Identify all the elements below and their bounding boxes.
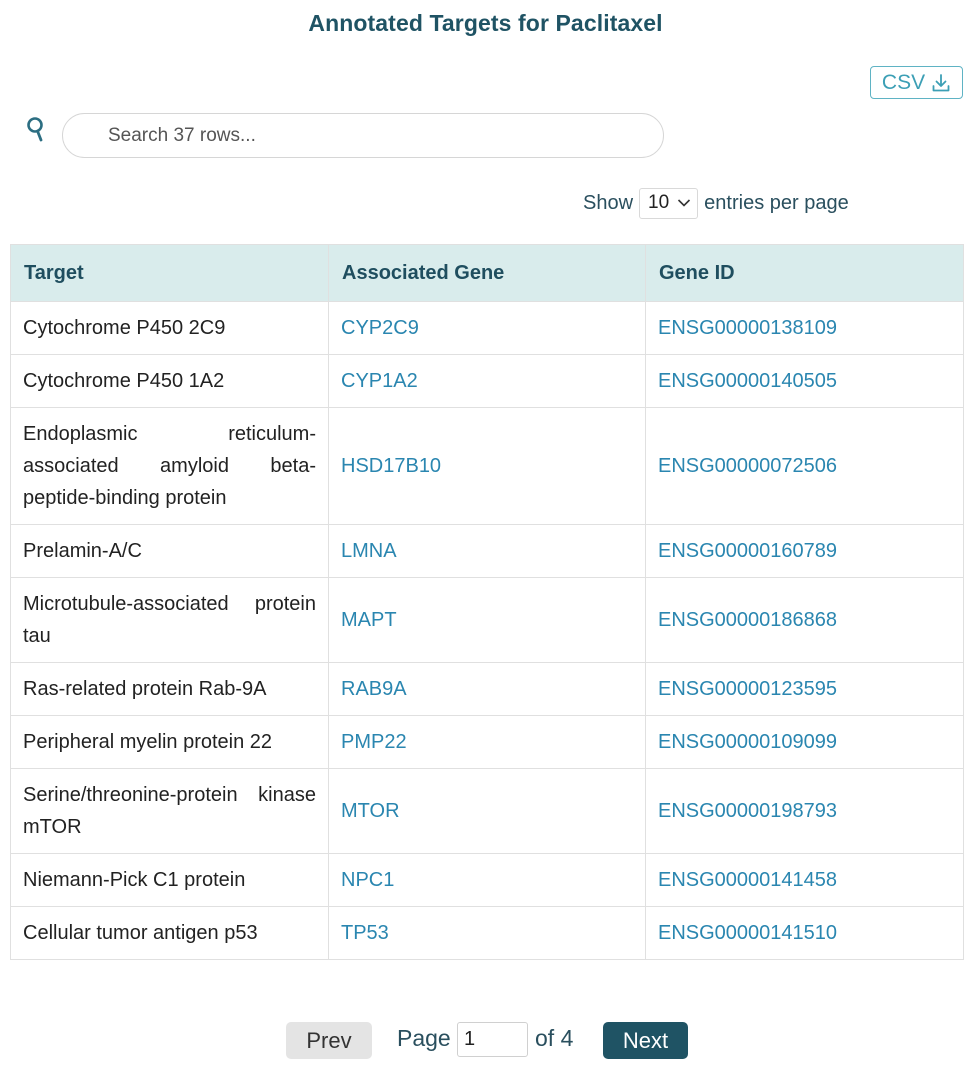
gene-link[interactable]: CYP2C9 bbox=[328, 301, 646, 355]
target-cell: Prelamin-A/C bbox=[10, 524, 329, 578]
gene-id-link[interactable]: ENSG00000109099 bbox=[645, 715, 964, 769]
target-cell: Cytochrome P450 2C9 bbox=[10, 301, 329, 355]
table-row: Serine/threonine-protein kinase mTOR MTO… bbox=[10, 768, 964, 854]
targets-table: Target Associated Gene Gene ID Cytochrom… bbox=[10, 244, 964, 960]
table-row: Cellular tumor antigen p53 TP53 ENSG0000… bbox=[10, 906, 964, 960]
gene-link[interactable]: LMNA bbox=[328, 524, 646, 578]
target-cell: Microtubule-associated protein tau bbox=[10, 577, 329, 663]
gene-link[interactable]: CYP1A2 bbox=[328, 354, 646, 408]
pagination: Prev Page of 4 Next bbox=[0, 1022, 971, 1060]
next-page-button[interactable]: Next bbox=[603, 1022, 688, 1059]
target-cell: Niemann-Pick C1 protein bbox=[10, 853, 329, 907]
table-row: Microtubule-associated protein tau MAPT … bbox=[10, 577, 964, 663]
gene-link[interactable]: RAB9A bbox=[328, 662, 646, 716]
page-size-value: 10 bbox=[648, 192, 670, 213]
gene-link[interactable]: MAPT bbox=[328, 577, 646, 663]
target-cell: Cytochrome P450 1A2 bbox=[10, 354, 329, 408]
page-number-input[interactable] bbox=[457, 1022, 528, 1057]
search-icon bbox=[27, 117, 43, 142]
csv-button-label: CSV bbox=[881, 70, 926, 94]
table-row: Prelamin-A/C LMNA ENSG00000160789 bbox=[10, 524, 964, 578]
gene-id-link[interactable]: ENSG00000123595 bbox=[645, 662, 964, 716]
target-cell: Ras-related protein Rab-9A bbox=[10, 662, 329, 716]
table-row: Ras-related protein Rab-9A RAB9A ENSG000… bbox=[10, 662, 964, 716]
table-row: Endoplasmic reticulum-associated amyloid… bbox=[10, 407, 964, 525]
gene-id-link[interactable]: ENSG00000160789 bbox=[645, 524, 964, 578]
gene-id-link[interactable]: ENSG00000141510 bbox=[645, 906, 964, 960]
gene-link[interactable]: PMP22 bbox=[328, 715, 646, 769]
target-cell: Endoplasmic reticulum-associated amyloid… bbox=[10, 407, 329, 525]
column-header-target[interactable]: Target bbox=[10, 244, 329, 302]
table-header-row: Target Associated Gene Gene ID bbox=[10, 244, 964, 302]
target-cell: Cellular tumor antigen p53 bbox=[10, 906, 329, 960]
prev-page-button[interactable]: Prev bbox=[286, 1022, 372, 1059]
gene-link[interactable]: MTOR bbox=[328, 768, 646, 854]
search-input[interactable] bbox=[62, 113, 664, 158]
target-cell: Serine/threonine-protein kinase mTOR bbox=[10, 768, 329, 854]
download-icon bbox=[932, 73, 950, 91]
show-label: Show bbox=[583, 191, 634, 214]
page-size-select[interactable]: 10 bbox=[639, 187, 699, 219]
column-header-gene-id[interactable]: Gene ID bbox=[645, 244, 964, 302]
page-count-label: of 4 bbox=[535, 1025, 574, 1051]
gene-id-link[interactable]: ENSG00000072506 bbox=[645, 407, 964, 525]
page-size-control: Show 10 entries per page bbox=[583, 186, 849, 220]
table-row: Peripheral myelin protein 22 PMP22 ENSG0… bbox=[10, 715, 964, 769]
gene-id-link[interactable]: ENSG00000186868 bbox=[645, 577, 964, 663]
gene-id-link[interactable]: ENSG00000141458 bbox=[645, 853, 964, 907]
gene-link[interactable]: HSD17B10 bbox=[328, 407, 646, 525]
gene-id-link[interactable]: ENSG00000140505 bbox=[645, 354, 964, 408]
page-title: Annotated Targets for Paclitaxel bbox=[308, 10, 663, 36]
gene-link[interactable]: TP53 bbox=[328, 906, 646, 960]
table-row: Cytochrome P450 1A2 CYP1A2 ENSG000001405… bbox=[10, 354, 964, 408]
csv-download-button[interactable]: CSV bbox=[870, 66, 963, 99]
entries-per-page-label: entries per page bbox=[704, 191, 849, 214]
page-label: Page bbox=[397, 1025, 451, 1051]
table-row: Cytochrome P450 2C9 CYP2C9 ENSG000001381… bbox=[10, 301, 964, 355]
chevron-down-icon bbox=[678, 199, 691, 207]
target-cell: Peripheral myelin protein 22 bbox=[10, 715, 329, 769]
gene-id-link[interactable]: ENSG00000138109 bbox=[645, 301, 964, 355]
table-row: Niemann-Pick C1 protein NPC1 ENSG0000014… bbox=[10, 853, 964, 907]
column-header-associated-gene[interactable]: Associated Gene bbox=[328, 244, 646, 302]
gene-link[interactable]: NPC1 bbox=[328, 853, 646, 907]
gene-id-link[interactable]: ENSG00000198793 bbox=[645, 768, 964, 854]
